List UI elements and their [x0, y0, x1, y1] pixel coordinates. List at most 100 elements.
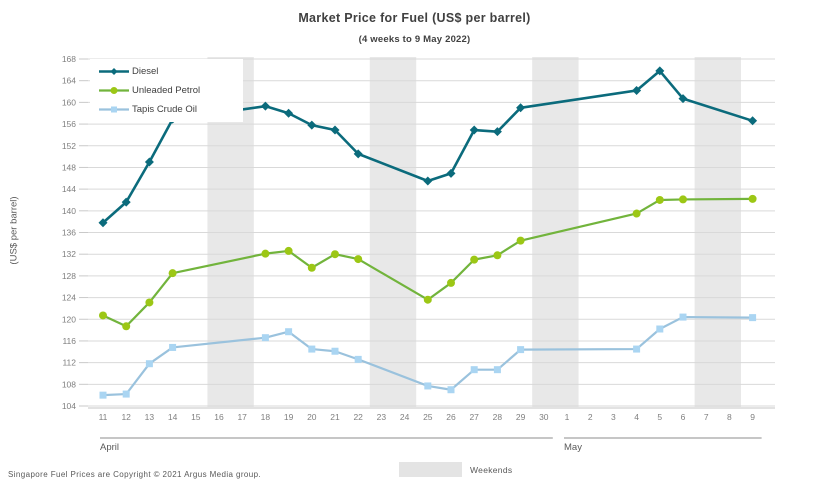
data-point-diesel [98, 218, 108, 228]
x-tick-label: 29 [516, 412, 526, 422]
data-point-tapis-crude-oil [749, 314, 757, 322]
x-tick-label: 24 [400, 412, 410, 422]
x-tick-label: 5 [657, 412, 662, 422]
x-tick-label: 4 [634, 412, 639, 422]
data-point-tapis-crude-oil [470, 366, 478, 374]
chart-subtitle: (4 weeks to 9 May 2022) [358, 34, 471, 45]
legend-item-diesel: Diesel [99, 62, 243, 81]
legend-item-label: Tapis Crude Oil [132, 104, 197, 115]
series-line-tapis-crude-oil [101, 315, 754, 397]
x-tick-label: 8 [727, 412, 732, 422]
series-diesel [98, 66, 758, 228]
x-tick-label: 15 [191, 412, 201, 422]
series-unleaded-petrol [99, 194, 757, 331]
y-tick-label: 140 [62, 206, 76, 216]
data-point-unleaded-petrol [423, 295, 432, 304]
data-point-diesel [307, 120, 317, 130]
y-tick-label: 120 [62, 314, 76, 324]
x-tick-label: 18 [261, 412, 271, 422]
legend-item-unleaded-petrol: Unleaded Petrol [99, 81, 243, 100]
month-label: May [564, 442, 582, 453]
data-point-tapis-crude-oil [679, 313, 687, 321]
data-point-unleaded-petrol [145, 298, 154, 307]
x-tick-label: 17 [237, 412, 247, 422]
y-tick-label: 104 [62, 401, 76, 411]
data-point-tapis-crude-oil [354, 355, 362, 363]
legend-item-tapis-crude-oil: Tapis Crude Oil [99, 100, 243, 119]
data-point-diesel [284, 108, 294, 118]
data-point-unleaded-petrol [655, 195, 664, 204]
series-line-diesel [101, 69, 754, 225]
x-tick-label: 20 [307, 412, 317, 422]
y-tick-label: 132 [62, 249, 76, 259]
data-point-tapis-crude-oil [169, 343, 177, 351]
data-point-tapis-crude-oil [656, 325, 664, 333]
x-tick-label: 28 [493, 412, 503, 422]
data-point-diesel [492, 127, 502, 137]
data-point-diesel [678, 94, 688, 104]
weekends-legend-swatch [399, 462, 462, 477]
chart-legend: Diesel Unleaded Petrol Tapis Crude Oil [90, 59, 243, 122]
data-point-diesel [260, 101, 270, 111]
data-point-diesel [330, 125, 340, 135]
data-point-tapis-crude-oil [308, 345, 316, 353]
data-point-tapis-crude-oil [285, 328, 293, 336]
data-point-unleaded-petrol [284, 246, 293, 255]
series-tapis-crude-oil [99, 313, 757, 399]
weekend-band [369, 57, 417, 407]
legend-swatch-tapis-crude-oil [99, 106, 129, 113]
x-tick-label: 14 [168, 412, 178, 422]
y-tick-label: 144 [62, 184, 76, 194]
data-point-unleaded-petrol [99, 311, 107, 320]
legend-swatch-unleaded-petrol [99, 87, 129, 94]
y-tick-label: 160 [62, 97, 76, 107]
data-point-diesel [469, 125, 479, 135]
data-point-diesel [446, 168, 456, 178]
data-point-unleaded-petrol [261, 249, 270, 258]
data-point-unleaded-petrol [470, 255, 479, 264]
data-point-unleaded-petrol [168, 269, 177, 278]
y-tick-label: 124 [62, 293, 76, 303]
y-tick-label: 156 [62, 119, 76, 129]
data-point-diesel [423, 176, 433, 186]
data-point-diesel [144, 157, 154, 167]
data-point-tapis-crude-oil [424, 382, 432, 390]
y-tick-label: 108 [62, 379, 76, 389]
data-point-unleaded-petrol [122, 322, 131, 331]
x-tick-label: 19 [284, 412, 294, 422]
x-tick-label: 27 [469, 412, 479, 422]
x-tick-label: 2 [588, 412, 593, 422]
data-point-diesel [632, 85, 642, 95]
chart-title: Market Price for Fuel (US$ per barrel) [298, 11, 531, 25]
x-tick-label: 11 [99, 412, 108, 422]
x-tick-label: 9 [750, 412, 755, 422]
data-point-diesel [516, 103, 526, 113]
data-point-unleaded-petrol [632, 209, 641, 218]
month-label: April [100, 442, 119, 453]
data-point-unleaded-petrol [679, 195, 687, 204]
data-point-tapis-crude-oil [447, 386, 455, 394]
data-point-tapis-crude-oil [99, 391, 107, 399]
data-point-tapis-crude-oil [261, 334, 269, 342]
y-tick-label: 168 [62, 54, 76, 64]
x-tick-label: 22 [353, 412, 363, 422]
y-tick-label: 112 [62, 358, 76, 368]
x-tick-label: 7 [704, 412, 709, 422]
data-point-unleaded-petrol [354, 255, 363, 264]
data-point-unleaded-petrol [516, 236, 525, 245]
x-tick-label: 30 [539, 412, 549, 422]
x-tick-label: 3 [611, 412, 616, 422]
series-line-unleaded-petrol [101, 197, 754, 328]
data-point-diesel [748, 116, 758, 126]
data-point-tapis-crude-oil [145, 360, 153, 368]
weekends-legend-label: Weekends [470, 465, 513, 475]
data-point-tapis-crude-oil [331, 347, 339, 355]
x-tick-label: 21 [330, 412, 340, 422]
x-tick-label: 6 [681, 412, 686, 422]
y-tick-label: 136 [62, 228, 76, 238]
legend-item-label: Unleaded Petrol [132, 85, 201, 96]
data-point-unleaded-petrol [307, 263, 316, 272]
data-point-tapis-crude-oil [122, 390, 130, 398]
copyright-footer: Singapore Fuel Prices are Copyright © 20… [8, 470, 262, 479]
data-point-unleaded-petrol [331, 250, 339, 259]
